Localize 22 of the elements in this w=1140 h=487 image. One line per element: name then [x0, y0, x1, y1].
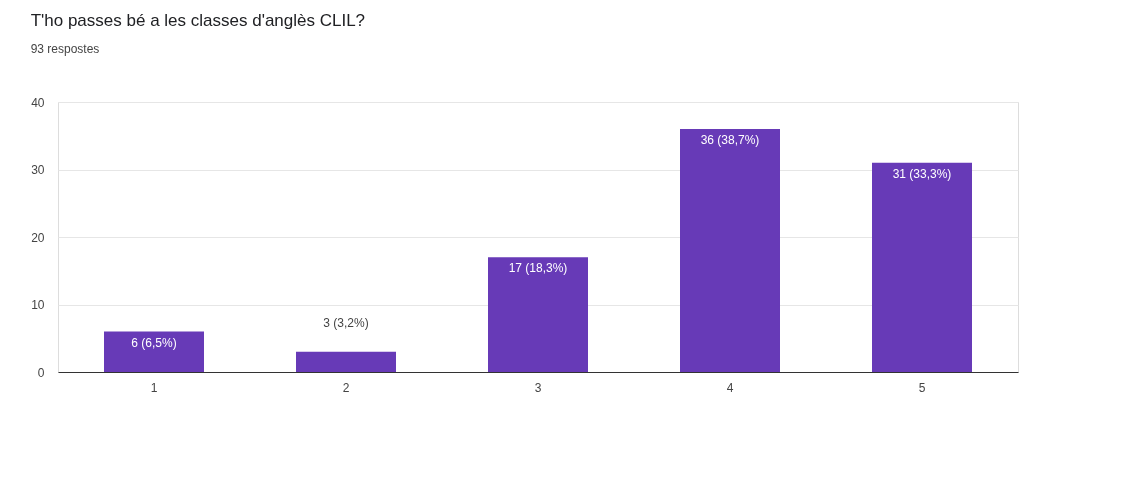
chart-title: T'ho passes bé a les classes d'anglès CLIL?: [30, 11, 366, 30]
bar: [104, 331, 204, 372]
x-tick-label: 2: [342, 380, 350, 395]
bar: [488, 257, 588, 372]
y-tick-label: 30: [31, 163, 45, 177]
data-label: 6 (6,5%): [131, 335, 177, 350]
x-tick-label: 5: [918, 380, 926, 395]
data-label: 31 (33,3%): [892, 166, 952, 181]
data-label: 3 (3,2%): [323, 315, 369, 330]
chart-subtitle: 93 respostes: [30, 42, 100, 56]
y-tick-label: 10: [31, 298, 45, 312]
data-label: 17 (18,3%): [508, 261, 568, 276]
y-tick-label: 40: [31, 95, 45, 110]
y-tick-label: 20: [31, 230, 45, 245]
y-tick-label: 0: [37, 365, 45, 380]
bar: [872, 162, 972, 372]
x-tick-label: 1: [150, 380, 158, 395]
bar: [296, 351, 396, 372]
x-tick-label: 3: [534, 380, 542, 395]
data-label: 36 (38,7%): [700, 133, 760, 147]
bar: [680, 129, 780, 372]
x-tick-label: 4: [726, 380, 734, 395]
